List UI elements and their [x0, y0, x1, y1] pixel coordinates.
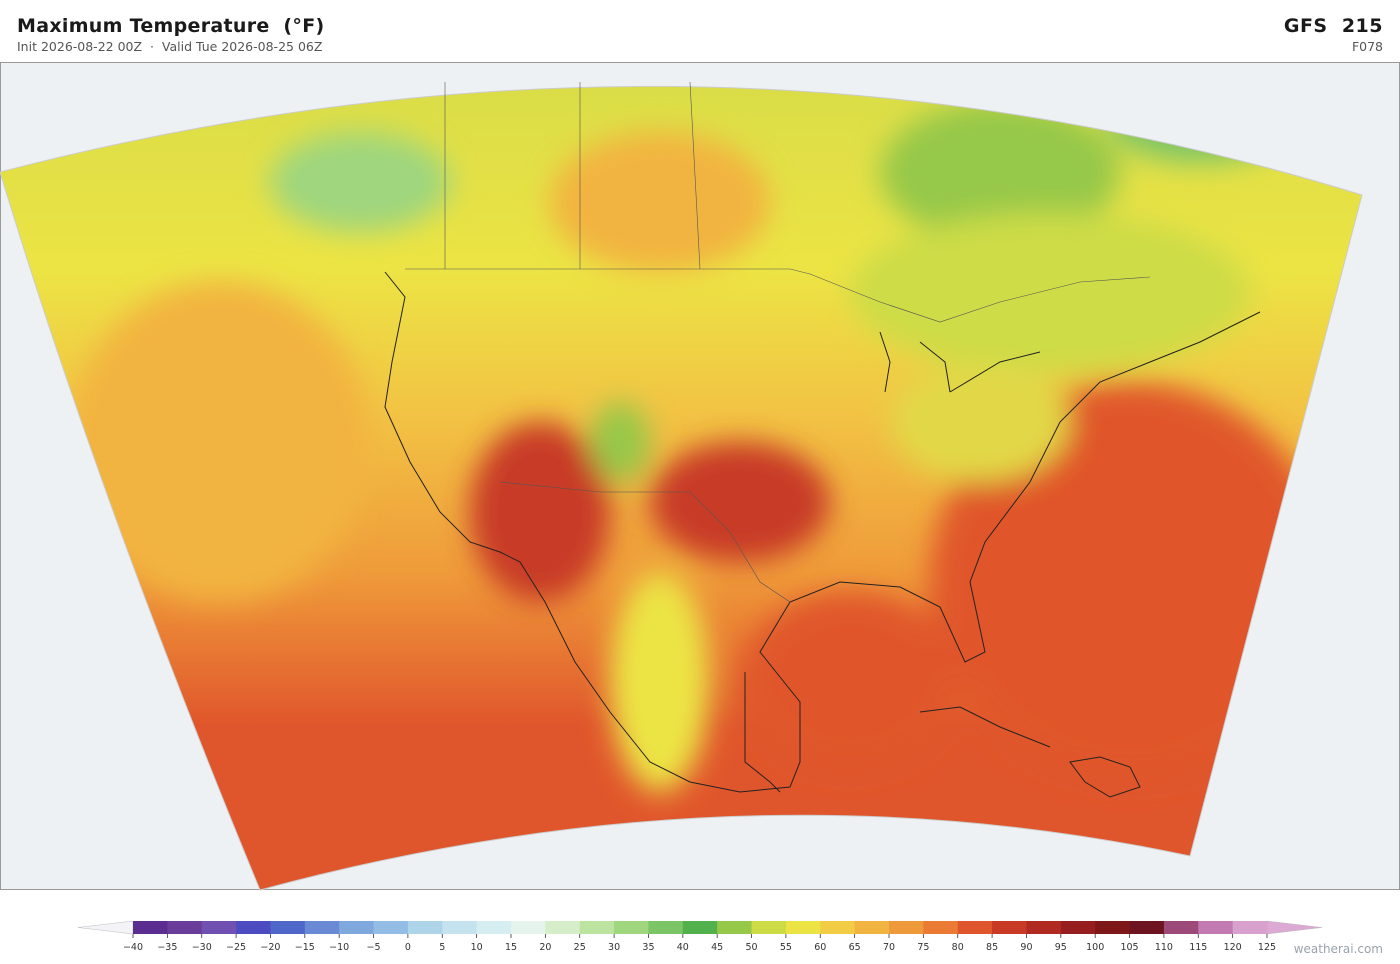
color-swatch: [133, 921, 168, 934]
tick-label: 25: [574, 942, 586, 953]
tick-label: 125: [1258, 942, 1276, 953]
color-swatch: [476, 921, 512, 934]
color-swatch: [579, 921, 615, 934]
color-swatch: [957, 921, 993, 934]
tick-label: 30: [608, 942, 620, 953]
forecast-hour: F078: [1351, 39, 1383, 54]
color-swatch: [820, 921, 856, 934]
tick-label: −10: [329, 942, 349, 953]
tick-label: 90: [1020, 942, 1032, 953]
tick-label: 100: [1086, 942, 1104, 953]
color-swatch: [373, 921, 409, 934]
tick-label: 55: [780, 942, 792, 953]
tick-label: 70: [883, 942, 895, 953]
tick-label: 110: [1155, 942, 1173, 953]
color-swatch: [992, 921, 1027, 934]
tick-label: 35: [642, 942, 654, 953]
credit: weatherai.com: [1293, 942, 1383, 956]
tick-label: −25: [226, 942, 246, 953]
map-title: Maximum Temperature (°F): [17, 15, 325, 37]
borders: [405, 81, 1151, 603]
color-swatch: [545, 921, 581, 934]
tick-label: −35: [157, 942, 177, 953]
tick-label: 40: [677, 942, 689, 953]
colorbar: −40 −35 −30 −25 −20 −15 −10 −5 0 5 10 15 20 25 30 35 40 4…: [77, 920, 1323, 953]
color-swatch: [1095, 921, 1131, 934]
tick-label: 10: [471, 942, 483, 953]
coastlines: [384, 271, 1261, 798]
tick-label: 15: [505, 942, 517, 953]
color-swatch: [1026, 921, 1062, 934]
tick-label: 80: [952, 942, 964, 953]
color-swatch: [717, 921, 753, 934]
color-swatch: [304, 921, 340, 934]
color-swatch: [1198, 921, 1234, 934]
model-name: GFS 215: [1283, 15, 1383, 37]
tick-label: −5: [367, 942, 381, 953]
color-swatch: [1060, 921, 1096, 934]
map: [0, 62, 1400, 891]
tick-label: 120: [1224, 942, 1242, 953]
temperature-field: [0, 86, 1362, 891]
tick-label: 115: [1189, 942, 1207, 953]
tick-label: 5: [439, 942, 445, 953]
tick-label: −20: [260, 942, 280, 953]
color-swatch: [751, 921, 787, 934]
tick-label: 20: [539, 942, 551, 953]
colorbar-over: [1266, 920, 1323, 935]
color-swatch: [889, 921, 924, 934]
tick-label: 60: [814, 942, 826, 953]
color-swatch: [442, 921, 478, 934]
color-swatch: [785, 921, 821, 934]
map-subtitle: Init 2026-08-22 00Z · Valid Tue 2026-08-…: [17, 39, 323, 54]
tick-label: 65: [849, 942, 861, 953]
tick-label: −40: [123, 942, 143, 953]
color-swatch: [407, 921, 443, 934]
color-swatch: [682, 921, 718, 934]
color-swatch: [511, 921, 546, 934]
tick-label: −15: [295, 942, 315, 953]
color-swatch: [923, 921, 959, 934]
color-swatch: [648, 921, 684, 934]
color-swatch: [1163, 921, 1199, 934]
tick-label: 85: [986, 942, 998, 953]
color-swatch: [270, 921, 306, 934]
tick-label: 105: [1120, 942, 1138, 953]
tick-label: 50: [745, 942, 757, 953]
tick-label: 95: [1055, 942, 1067, 953]
color-swatch: [167, 921, 203, 934]
color-swatch: [854, 921, 890, 934]
color-swatch: [1232, 921, 1268, 934]
tick-label: 0: [405, 942, 411, 953]
tick-label: −30: [192, 942, 212, 953]
color-swatch: [614, 921, 649, 934]
tick-label: 45: [711, 942, 723, 953]
tick-label: 75: [917, 942, 929, 953]
colorbar-under: [77, 920, 134, 935]
color-swatch: [236, 921, 271, 934]
color-swatch: [339, 921, 375, 934]
color-swatch: [1129, 921, 1165, 934]
color-swatch: [201, 921, 237, 934]
